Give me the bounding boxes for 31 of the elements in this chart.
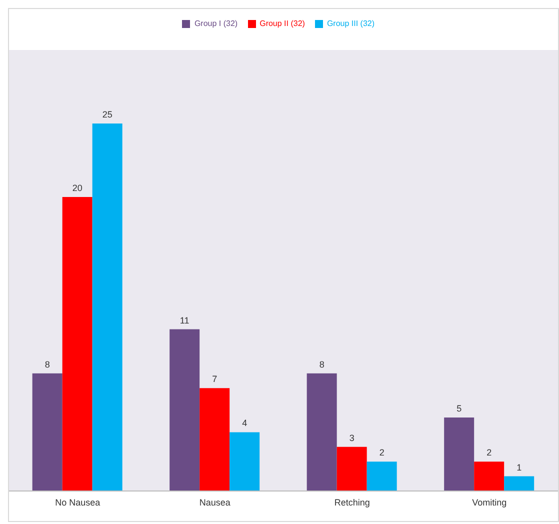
bar — [504, 476, 534, 491]
data-label: 2 — [486, 448, 492, 458]
data-label: 5 — [456, 404, 462, 414]
data-label: 1 — [516, 462, 522, 472]
bar — [230, 432, 260, 491]
x-tick-label: Retching — [334, 497, 370, 508]
bar — [444, 418, 474, 491]
x-tick-label: Nausea — [199, 497, 230, 508]
bar — [474, 462, 504, 491]
data-label: 8 — [44, 359, 50, 370]
bar — [306, 373, 337, 491]
bar — [32, 373, 62, 491]
data-label: 8 — [319, 359, 324, 370]
bar — [366, 462, 397, 491]
data-label: 4 — [242, 418, 248, 428]
x-tick-label: No Nausea — [55, 497, 100, 508]
bar — [62, 197, 92, 491]
legend-label: Group III (32) — [326, 19, 375, 28]
bar — [170, 329, 200, 491]
data-label: 2 — [379, 448, 384, 458]
data-label: 20 — [72, 183, 82, 193]
bar — [336, 446, 367, 491]
data-label: 3 — [349, 432, 354, 443]
data-label: 7 — [212, 374, 218, 384]
x-tick-label: Vomiting — [472, 497, 507, 508]
data-label: 25 — [102, 110, 112, 120]
data-label: 11 — [180, 315, 190, 326]
bar — [200, 388, 230, 491]
legend-label: Group I (32) — [194, 19, 238, 28]
bar — [92, 124, 122, 491]
legend-label: Group II (32) — [260, 19, 305, 28]
